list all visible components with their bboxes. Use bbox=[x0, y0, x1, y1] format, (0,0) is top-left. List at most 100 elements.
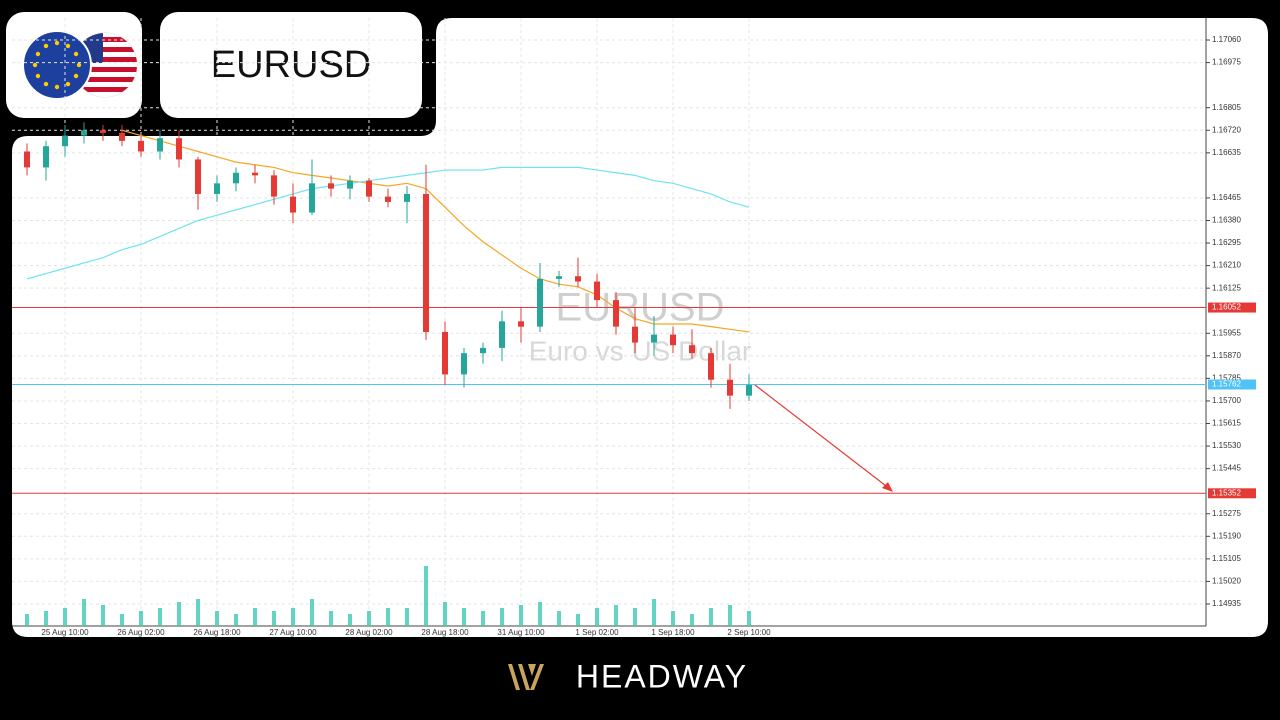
moving-average bbox=[26, 166, 750, 280]
projection-arrow bbox=[754, 384, 891, 490]
candle-body bbox=[233, 172, 239, 184]
y-tick-label: 1.16210 bbox=[1212, 261, 1241, 270]
eu-flag bbox=[22, 30, 92, 100]
volume-bar bbox=[291, 608, 295, 626]
volume-bar bbox=[424, 566, 428, 626]
y-tick-label: 1.15785 bbox=[1212, 374, 1241, 383]
candle-body bbox=[461, 353, 467, 375]
y-tick-label: 1.15530 bbox=[1212, 441, 1241, 450]
candle-body bbox=[62, 135, 68, 147]
x-tick-label: 27 Aug 10:00 bbox=[269, 628, 317, 637]
star bbox=[54, 40, 60, 46]
level-label: 1.16052 bbox=[1212, 303, 1241, 312]
y-tick-label: 1.16380 bbox=[1212, 216, 1241, 225]
brand-logo bbox=[508, 664, 544, 690]
candle-body bbox=[594, 281, 600, 301]
candle-body bbox=[328, 183, 334, 189]
candle-body bbox=[556, 276, 562, 279]
candle-body bbox=[366, 180, 372, 197]
candle-body bbox=[43, 146, 49, 168]
x-tick-label: 25 Aug 10:00 bbox=[41, 628, 89, 637]
candle-body bbox=[480, 347, 486, 354]
y-tick-label: 1.16720 bbox=[1212, 125, 1241, 134]
volume-bar bbox=[595, 608, 599, 626]
y-tick-label: 1.17060 bbox=[1212, 35, 1241, 44]
y-tick-label: 1.16125 bbox=[1212, 283, 1241, 292]
y-tick-label: 1.15275 bbox=[1212, 509, 1241, 518]
candle-body bbox=[252, 172, 258, 176]
x-tick-label: 28 Aug 02:00 bbox=[345, 628, 393, 637]
volume-bar bbox=[386, 608, 390, 626]
volume-bar bbox=[747, 611, 751, 626]
candle-body bbox=[119, 132, 125, 141]
volume-bar bbox=[633, 608, 637, 626]
y-tick-label: 1.15020 bbox=[1212, 577, 1241, 586]
watermark-subtitle: Euro vs US Dollar bbox=[529, 335, 752, 366]
volume-bar bbox=[652, 599, 656, 626]
candle-body bbox=[708, 353, 714, 380]
star bbox=[35, 51, 41, 57]
y-tick-label: 1.15615 bbox=[1212, 419, 1241, 428]
volume-bar bbox=[272, 611, 276, 626]
candle-body bbox=[651, 334, 657, 343]
star bbox=[76, 62, 82, 68]
candle-body bbox=[195, 159, 201, 194]
y-tick-label: 1.16295 bbox=[1212, 238, 1241, 247]
star bbox=[43, 43, 49, 49]
x-tick-label: 26 Aug 02:00 bbox=[117, 628, 165, 637]
star bbox=[32, 62, 38, 68]
brand: HEADWAY bbox=[576, 658, 748, 694]
volume-bar bbox=[614, 605, 618, 626]
star bbox=[65, 81, 71, 87]
candle-body bbox=[632, 326, 638, 343]
volume-bar bbox=[82, 599, 86, 626]
candle-body bbox=[309, 183, 315, 213]
x-tick-label: 1 Sep 02:00 bbox=[575, 628, 619, 637]
level-tag bbox=[1208, 379, 1256, 390]
candle-body bbox=[575, 276, 581, 282]
volume-bar bbox=[443, 602, 447, 626]
volume-bar bbox=[234, 614, 238, 626]
eu-stars bbox=[32, 40, 82, 90]
volume-bar bbox=[196, 599, 200, 626]
candle-body bbox=[138, 140, 144, 152]
star bbox=[54, 84, 60, 90]
level-tag bbox=[1208, 302, 1256, 313]
candle-body bbox=[670, 334, 676, 346]
candle-body bbox=[290, 196, 296, 213]
x-tick-label: 28 Aug 18:00 bbox=[421, 628, 469, 637]
star bbox=[73, 73, 79, 79]
volume-bar bbox=[538, 602, 542, 626]
candle-body bbox=[347, 180, 353, 189]
candle-body bbox=[746, 385, 752, 396]
candle-body bbox=[385, 196, 391, 202]
x-tick-label: 1 Sep 18:00 bbox=[651, 628, 695, 637]
candle-body bbox=[423, 193, 429, 332]
star bbox=[35, 73, 41, 79]
symbol: EURUSD bbox=[211, 44, 371, 86]
star bbox=[73, 51, 79, 57]
volume-bar bbox=[253, 608, 257, 626]
candle-body bbox=[442, 331, 448, 375]
y-tick-label: 1.16975 bbox=[1212, 58, 1241, 67]
volume-bar bbox=[405, 608, 409, 626]
star bbox=[43, 81, 49, 87]
y-tick-label: 1.14935 bbox=[1212, 599, 1241, 608]
volume-bar bbox=[329, 611, 333, 626]
x-tick-label: 31 Aug 10:00 bbox=[497, 628, 545, 637]
volume-bar bbox=[158, 608, 162, 626]
volume-bar bbox=[576, 614, 580, 626]
moving-average bbox=[121, 129, 750, 333]
volume-bar bbox=[25, 614, 29, 626]
y-tick-label: 1.16635 bbox=[1212, 148, 1241, 157]
candle-body bbox=[518, 321, 524, 327]
volume-bar bbox=[367, 611, 371, 626]
level-tag bbox=[1208, 488, 1256, 499]
candle-body bbox=[271, 175, 277, 197]
volume-bar bbox=[728, 605, 732, 626]
candle-body bbox=[727, 379, 733, 396]
y-tick-label: 1.15700 bbox=[1212, 396, 1241, 405]
candle-body bbox=[689, 345, 695, 354]
volume-bar bbox=[139, 611, 143, 626]
